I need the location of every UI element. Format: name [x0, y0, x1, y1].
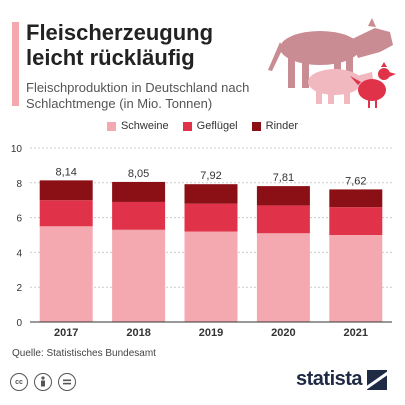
- bar-gefluegel-2020: [256, 205, 310, 234]
- total-label-2021: 7,62: [345, 175, 366, 187]
- bar-schweine-2021: [329, 235, 383, 322]
- statista-mark-icon: [367, 369, 388, 390]
- total-label-2018: 8,05: [128, 168, 149, 180]
- bar-schweine-2018: [112, 229, 166, 322]
- y-tick-label-10: 10: [11, 144, 23, 155]
- legend-swatch-rinder: [251, 121, 261, 131]
- source-note: Quelle: Statistisches Bundesamt: [12, 348, 156, 359]
- bar-rinder-2019: [184, 184, 238, 204]
- bar-schweine-2019: [184, 231, 238, 322]
- y-tick-label-2: 2: [16, 283, 22, 294]
- bar-rinder-2018: [112, 181, 166, 202]
- legend-item-gefluegel: Geflügel: [182, 120, 238, 132]
- nd-icon[interactable]: [58, 373, 76, 391]
- y-tick-label-4: 4: [16, 248, 22, 259]
- x-tick-label-2018: 2018: [126, 327, 150, 339]
- total-label-2019: 7,92: [200, 170, 221, 182]
- chart-legend: Schweine Geflügel Rinder: [0, 120, 405, 132]
- total-label-2017: 8,14: [55, 166, 76, 178]
- farm-animals-icon: [268, 18, 396, 108]
- chicken-icon: [350, 62, 396, 108]
- bar-gefluegel-2018: [112, 201, 166, 230]
- total-label-2020: 7,81: [273, 172, 294, 184]
- bar-rinder-2017: [39, 180, 93, 201]
- statista-logo[interactable]: statista: [296, 368, 388, 391]
- legend-item-rinder: Rinder: [251, 120, 299, 132]
- bar-schweine-2017: [39, 226, 93, 322]
- legend-swatch-schweine: [106, 121, 116, 131]
- x-tick-label-2021: 2021: [344, 327, 368, 339]
- bar-rinder-2021: [329, 189, 383, 208]
- bar-gefluegel-2019: [184, 203, 238, 232]
- y-tick-label-6: 6: [16, 214, 22, 225]
- legend-item-schweine: Schweine: [106, 120, 169, 132]
- title-accent-bar: [12, 22, 19, 106]
- chart-subtitle: Fleischproduktion in Deutschland nach Sc…: [26, 80, 250, 111]
- bar-gefluegel-2021: [329, 207, 383, 235]
- legend-swatch-gefluegel: [182, 121, 192, 131]
- bar-gefluegel-2017: [39, 200, 93, 227]
- bar-rinder-2020: [256, 186, 310, 206]
- y-tick-label-8: 8: [16, 179, 22, 190]
- brand-name: statista: [296, 368, 363, 390]
- cc-icon[interactable]: cc: [10, 373, 28, 391]
- x-tick-label-2017: 2017: [54, 327, 78, 339]
- x-tick-label-2019: 2019: [199, 327, 223, 339]
- legend-label-gefluegel: Geflügel: [196, 120, 238, 132]
- bar-schweine-2020: [256, 233, 310, 322]
- legend-label-rinder: Rinder: [265, 120, 299, 132]
- by-icon[interactable]: [34, 373, 52, 391]
- license-icons: cc: [10, 373, 76, 391]
- y-tick-label-0: 0: [16, 318, 22, 329]
- x-tick-label-2020: 2020: [271, 327, 295, 339]
- legend-label-schweine: Schweine: [120, 120, 169, 132]
- chart-title: Fleischerzeugung leicht rückläufig: [26, 20, 214, 70]
